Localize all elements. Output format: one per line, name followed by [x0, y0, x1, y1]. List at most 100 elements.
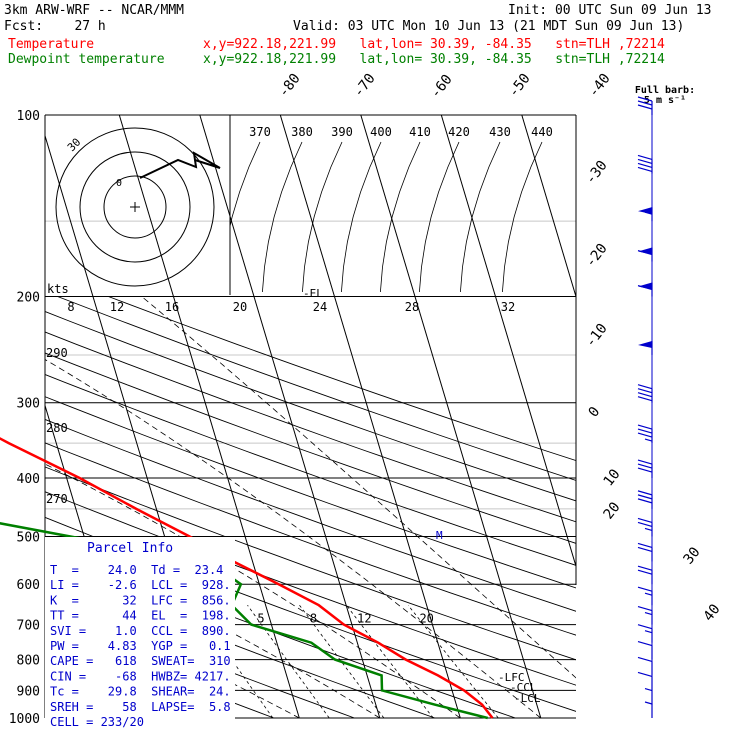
- mixing-ratio-label: 12: [357, 612, 371, 626]
- barb-half-flag: [644, 211, 653, 215]
- hodograph-trace: [139, 151, 221, 179]
- parcel-row: K = 32 LFC = 856.: [50, 593, 231, 607]
- barb-flag: [637, 517, 653, 524]
- mixing-ratio-line: [346, 604, 434, 719]
- barb-half-flag: [644, 612, 653, 616]
- mixing-ratio-label: 20: [419, 612, 433, 626]
- barb-flag: [637, 100, 653, 106]
- temperature-legend: Temperature: [8, 37, 95, 52]
- isotherm-label: 20: [601, 499, 624, 522]
- barb-flag: [637, 656, 653, 663]
- hodograph-speed-label: 8: [67, 300, 74, 314]
- mixing-ratio-line: [299, 604, 385, 719]
- hodograph-ring: [103, 175, 167, 239]
- wind-barb: [638, 207, 653, 222]
- pressure-label: 100: [17, 109, 40, 124]
- theta-curve: [302, 141, 343, 293]
- parcel-row: CIN = -68 HWBZ= 4217.: [50, 669, 231, 683]
- wind-barb: [637, 606, 653, 625]
- lcl-marker: -LCL: [514, 692, 541, 705]
- dry-adiabat: [45, 374, 576, 566]
- wind-barb: [637, 586, 653, 606]
- hodograph-speed-label: 24: [313, 300, 327, 314]
- wind-barb: [637, 154, 653, 174]
- wind-barb: [637, 640, 653, 660]
- isotherm-label: 10: [601, 466, 624, 489]
- theta-curve: [380, 141, 421, 293]
- theta-label: 410: [409, 125, 431, 139]
- barb-pennant: [638, 207, 652, 215]
- parcel-row: TT = 44 EL = 198.: [50, 609, 231, 623]
- isotherm-line: [279, 115, 461, 719]
- wind-barb: [637, 565, 653, 585]
- model-title: 3km ARW-WRF -- NCAR/MMM: [4, 3, 185, 18]
- wind-barb: [637, 459, 653, 479]
- hodograph-ring-label: 30: [65, 136, 84, 155]
- parcel-row: T = 24.0 Td = 23.4: [50, 563, 223, 577]
- barb-flag: [637, 104, 653, 110]
- theta-label: 420: [448, 125, 470, 139]
- barb-flag: [637, 640, 653, 647]
- barb-half-flag: [644, 592, 653, 596]
- wind-barb: [637, 247, 653, 262]
- parcel-row: Tc = 29.8 SHEAR= 24.: [50, 685, 231, 699]
- wind-barb: [637, 517, 653, 537]
- isotherm-line: [440, 115, 576, 568]
- isotherm-label: -70: [351, 71, 379, 101]
- mixing-ratio-line: [247, 604, 330, 719]
- valid-time: Valid: 03 UTC Mon 10 Jun 13 (21 MDT Sun …: [293, 19, 685, 34]
- isotherm-label: 30: [681, 544, 704, 567]
- theta-label: 290: [46, 346, 68, 360]
- melting-marker: M: [436, 529, 443, 542]
- hodograph-speed-label: 16: [165, 300, 179, 314]
- wind-barb: [637, 542, 653, 562]
- theta-label: 370: [249, 125, 271, 139]
- pressure-label: 200: [17, 291, 40, 306]
- theta-curve: [230, 141, 261, 229]
- barb-flag: [637, 671, 653, 677]
- barb-flag: [637, 606, 653, 612]
- wind-barb: [637, 671, 653, 691]
- isotherm-label: -60: [428, 72, 456, 102]
- barb-flag: [637, 565, 653, 571]
- dry-adiabat: [57, 296, 576, 481]
- barb-flag: [637, 490, 653, 496]
- barb-flag: [637, 498, 653, 504]
- barb-flag: [637, 392, 653, 398]
- barb-flag: [637, 463, 653, 469]
- barb-flag: [637, 388, 653, 394]
- barb-pennant: [638, 340, 652, 348]
- pressure-label: 700: [17, 619, 40, 634]
- init-time: Init: 00 UTC Sun 09 Jun 13: [508, 3, 712, 18]
- pressure-label: 600: [17, 578, 40, 593]
- pressure-label: 400: [17, 472, 40, 487]
- mixing-ratio-line: [407, 604, 499, 719]
- barb-flag: [637, 459, 653, 465]
- dry-adiabat: [45, 311, 576, 502]
- parcel-row: SVI = 1.0 CCL = 890.: [50, 624, 231, 638]
- temperature-location: x,y=922.18,221.99 lat,lon= 30.39, -84.35…: [203, 37, 665, 52]
- barb-note: Full barb:: [635, 85, 695, 96]
- barb-flag: [637, 166, 653, 173]
- barb-flag: [637, 162, 653, 169]
- isotherm-label: -30: [583, 158, 611, 188]
- wind-barb: [637, 624, 653, 643]
- barb-flag: [637, 424, 653, 430]
- theta-curve: [341, 141, 382, 293]
- dry-adiabat: [108, 296, 576, 462]
- hodograph-ring-label: 0: [116, 178, 122, 189]
- barb-flag: [637, 96, 653, 102]
- dewpoint-legend: Dewpoint temperature: [8, 52, 165, 67]
- dewpoint-location: x,y=922.18,221.99 lat,lon= 30.39, -84.35…: [203, 52, 665, 67]
- barb-half-flag: [644, 687, 653, 692]
- wind-barb: [638, 340, 653, 355]
- parcel-row: CAPE = 618 SWEAT= 310: [50, 654, 231, 668]
- parcel-title: Parcel Info: [87, 541, 173, 556]
- barb-half-flag: [644, 701, 653, 705]
- hodograph-ring: [79, 151, 191, 263]
- barb-flag: [637, 284, 653, 291]
- parcel-row: SREH = 58 LAPSE= 5.8: [50, 700, 231, 714]
- isotherm-label: 0: [586, 404, 604, 420]
- isotherm-line: [360, 115, 542, 719]
